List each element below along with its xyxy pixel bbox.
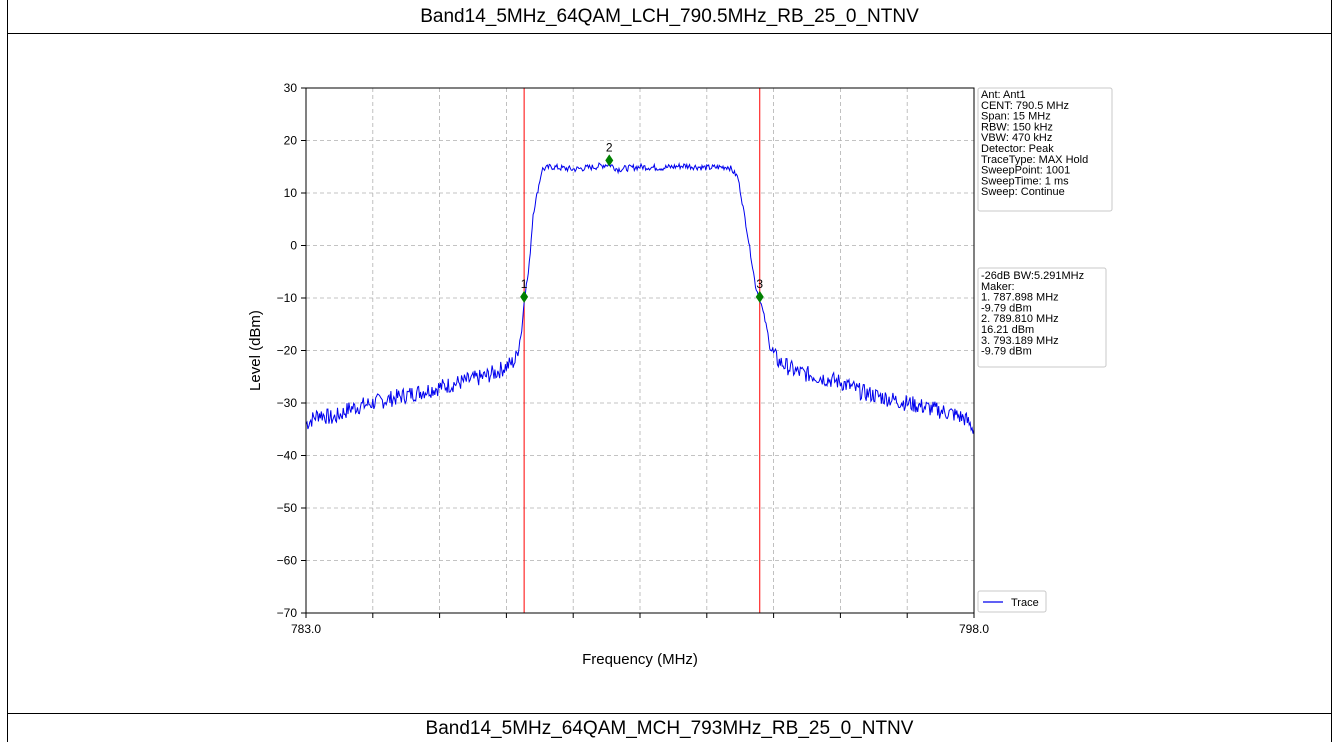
marker-2 — [605, 154, 614, 167]
y-tick-label: −40 — [277, 449, 298, 463]
trace-line — [305, 162, 975, 434]
marker-readout: 3. 793.189 MHz — [981, 335, 1059, 347]
analyzer-setting: RBW: 150 kHz — [981, 121, 1053, 133]
next-section-title: Band14_5MHz_64QAM_MCH_793MHz_RB_25_0_NTN… — [7, 713, 1332, 742]
y-tick-label: −30 — [277, 396, 298, 410]
y-tick-label: 30 — [284, 81, 298, 95]
analyzer-setting: Sweep: Continue — [981, 186, 1065, 198]
y-tick-label: 20 — [284, 134, 298, 148]
y-axis-label: Level (dBm) — [247, 310, 264, 391]
x-tick-label: 783.0 — [291, 622, 321, 636]
marker-3 — [755, 290, 764, 303]
marker-label: 1 — [521, 277, 528, 291]
analyzer-setting: SweepTime: 1 ms — [981, 175, 1069, 187]
marker-readout: -26dB BW:5.291MHz — [981, 270, 1084, 282]
page-frame — [7, 0, 1332, 742]
page-title: Band14_5MHz_64QAM_LCH_790.5MHz_RB_25_0_N… — [7, 0, 1332, 34]
marker-readout: 1. 787.898 MHz — [981, 292, 1059, 304]
marker-label: 3 — [756, 277, 763, 291]
y-tick-label: 0 — [290, 239, 297, 253]
analyzer-setting: Detector: Peak — [981, 143, 1054, 155]
analyzer-settings-box — [977, 87, 1113, 212]
y-tick-label: −60 — [277, 554, 298, 568]
marker-readout: Maker: — [981, 281, 1015, 293]
plot-frame — [305, 87, 975, 614]
y-tick-label: −20 — [277, 344, 298, 358]
x-axis-label: Frequency (MHz) — [582, 651, 698, 668]
x-tick-label: 798.0 — [959, 622, 989, 636]
y-tick-label: −10 — [277, 291, 298, 305]
marker-readout: 2. 789.810 MHz — [981, 313, 1059, 325]
analyzer-setting: CENT: 790.5 MHz — [981, 100, 1069, 112]
y-tick-label: −50 — [277, 501, 298, 515]
legend-label: Trace — [1011, 597, 1039, 609]
marker-readout: -9.79 dBm — [981, 302, 1032, 314]
marker-readout: 16.21 dBm — [981, 324, 1034, 336]
y-tick-label: −70 — [277, 606, 298, 620]
marker-1 — [520, 290, 529, 303]
marker-readout: -9.79 dBm — [981, 346, 1032, 358]
analyzer-setting: SweepPoint: 1001 — [981, 165, 1070, 177]
legend-box — [977, 590, 1047, 613]
analyzer-setting: Ant: Ant1 — [981, 89, 1026, 101]
analyzer-setting: VBW: 470 kHz — [981, 132, 1052, 144]
marker-readout-box — [977, 267, 1107, 368]
marker-label: 2 — [606, 140, 613, 154]
y-tick-label: 10 — [284, 186, 298, 200]
analyzer-setting: Span: 15 MHz — [981, 111, 1051, 123]
analyzer-setting: TraceType: MAX Hold — [981, 154, 1088, 166]
